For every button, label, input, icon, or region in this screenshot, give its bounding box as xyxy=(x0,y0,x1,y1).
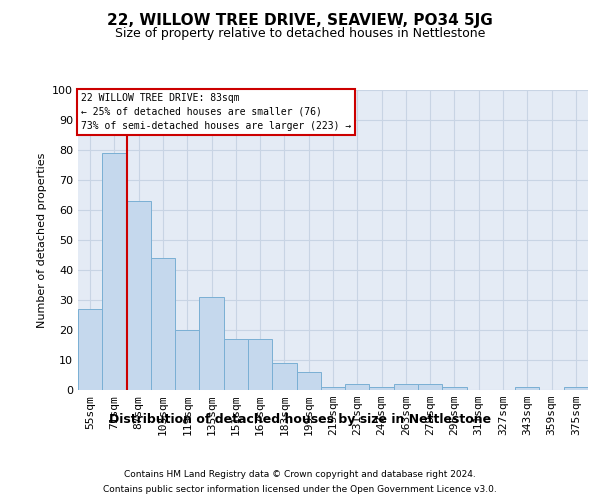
Text: Contains HM Land Registry data © Crown copyright and database right 2024.: Contains HM Land Registry data © Crown c… xyxy=(124,470,476,479)
Bar xyxy=(442,387,467,390)
Bar xyxy=(224,339,248,390)
Text: Size of property relative to detached houses in Nettlestone: Size of property relative to detached ho… xyxy=(115,28,485,40)
Y-axis label: Number of detached properties: Number of detached properties xyxy=(37,152,47,328)
Bar xyxy=(272,363,296,390)
Bar xyxy=(127,201,151,390)
Bar xyxy=(248,339,272,390)
Bar xyxy=(370,387,394,390)
Bar xyxy=(78,309,102,390)
Text: 22, WILLOW TREE DRIVE, SEAVIEW, PO34 5JG: 22, WILLOW TREE DRIVE, SEAVIEW, PO34 5JG xyxy=(107,12,493,28)
Bar xyxy=(296,372,321,390)
Text: Contains public sector information licensed under the Open Government Licence v3: Contains public sector information licen… xyxy=(103,485,497,494)
Bar xyxy=(515,387,539,390)
Bar xyxy=(151,258,175,390)
Bar xyxy=(418,384,442,390)
Bar xyxy=(321,387,345,390)
Bar xyxy=(564,387,588,390)
Bar xyxy=(345,384,370,390)
Text: 22 WILLOW TREE DRIVE: 83sqm
← 25% of detached houses are smaller (76)
73% of sem: 22 WILLOW TREE DRIVE: 83sqm ← 25% of det… xyxy=(80,93,351,131)
Bar xyxy=(394,384,418,390)
Text: Distribution of detached houses by size in Nettlestone: Distribution of detached houses by size … xyxy=(109,412,491,426)
Bar xyxy=(102,153,127,390)
Bar xyxy=(175,330,199,390)
Bar xyxy=(199,297,224,390)
